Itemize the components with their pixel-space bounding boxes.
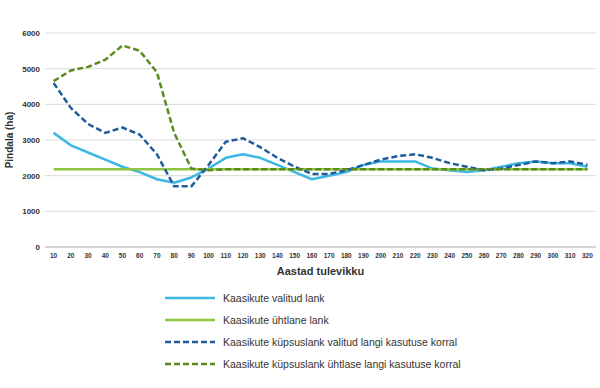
x-tick-label: 160: [306, 252, 317, 259]
x-tick-label: 220: [410, 252, 421, 259]
x-tick-label: 30: [84, 252, 92, 259]
x-tick-label: 310: [565, 252, 576, 259]
x-tick-label: 260: [479, 252, 490, 259]
x-tick-label: 10: [50, 252, 58, 259]
x-tick-label: 140: [272, 252, 283, 259]
grid-line: [45, 33, 596, 34]
x-tick-label: 80: [171, 252, 179, 259]
x-tick-label: 250: [461, 252, 472, 259]
x-tick-label: 70: [153, 252, 161, 259]
x-tick-label: 270: [496, 252, 507, 259]
y-tick-label: 1000: [22, 207, 40, 216]
legend-swatch: [165, 341, 215, 344]
grid-line: [45, 104, 596, 105]
legend-label: Kaasikute küpsuslank ühtlase langi kasut…: [223, 358, 461, 370]
y-tick-label: 0: [36, 243, 41, 252]
x-axis: [45, 247, 596, 248]
x-tick-label: 120: [238, 252, 249, 259]
y-tick-label: 2000: [22, 172, 40, 181]
x-tick-label: 110: [221, 252, 232, 259]
x-tick-label: 200: [375, 252, 386, 259]
y-tick-label: 5000: [22, 65, 40, 74]
y-axis-title: Pindala (ha): [4, 112, 15, 169]
x-tick-label: 90: [188, 252, 196, 259]
x-tick-label: 300: [548, 252, 559, 259]
legend-swatch: [165, 363, 215, 366]
x-tick-label: 190: [358, 252, 369, 259]
x-tick-label: 100: [203, 252, 214, 259]
x-tick-label: 290: [530, 252, 541, 259]
grid-line: [45, 68, 596, 69]
grid-line: [45, 247, 596, 248]
grid-line: [45, 211, 596, 212]
legend-label: Kaasikute küpsuslank valitud langi kasut…: [223, 336, 457, 348]
grid-line: [45, 175, 596, 176]
x-axis-title: Aastad tulevikku: [277, 265, 364, 277]
legend-label: Kaasikute ühtlane lank: [223, 314, 329, 326]
y-tick-label: 6000: [22, 29, 40, 38]
x-tick-label: 40: [102, 252, 110, 259]
grid-line: [45, 140, 596, 141]
y-tick-label: 4000: [22, 100, 40, 109]
x-tick-label: 230: [427, 252, 438, 259]
series-line: [54, 133, 588, 183]
x-tick-label: 170: [324, 252, 335, 259]
x-tick-label: 130: [255, 252, 266, 259]
plot-area: [54, 45, 588, 186]
x-tick-label: 150: [289, 252, 300, 259]
series-line: [54, 83, 588, 186]
x-tick-label: 50: [119, 252, 127, 259]
x-tick-label: 320: [582, 252, 593, 259]
y-tick-label: 3000: [22, 136, 40, 145]
chart: 0 1000 2000 3000 4000 5000 6000 10 20 30 40 50 60 70 8…: [0, 0, 600, 388]
legend-swatch: [165, 297, 215, 300]
x-tick-label: 240: [444, 252, 455, 259]
series-line: [54, 45, 588, 170]
x-tick-label: 180: [341, 252, 352, 259]
x-tick-label: 60: [136, 252, 144, 259]
x-tick-label: 20: [67, 252, 75, 259]
x-tick-label: 280: [513, 252, 524, 259]
legend-swatch: [165, 319, 215, 322]
legend-label: Kaasikute valitud lank: [223, 292, 325, 304]
x-tick-label: 210: [393, 252, 404, 259]
